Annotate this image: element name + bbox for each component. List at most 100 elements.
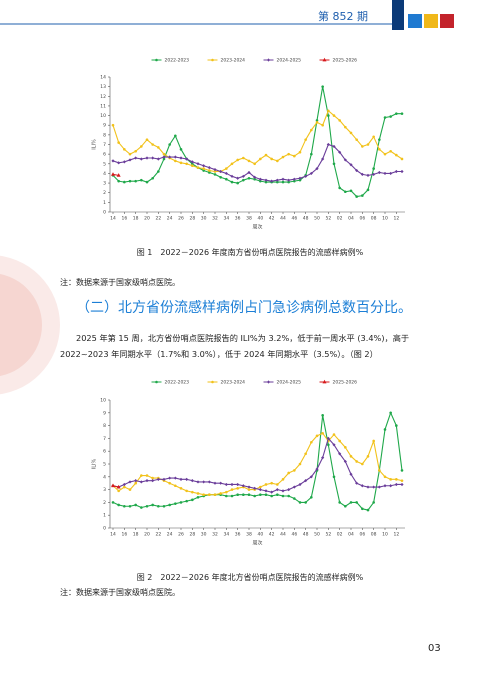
virus-decoration: [0, 273, 42, 377]
x-tick-label: 26: [178, 532, 184, 538]
data-point: [372, 172, 376, 176]
data-point: [326, 142, 330, 147]
legend-label: 2024-2025: [277, 58, 302, 64]
data-point: [207, 166, 211, 170]
x-tick-label: 14: [110, 216, 116, 222]
data-point: [117, 179, 120, 183]
data-point: [179, 156, 183, 160]
data-point: [123, 485, 126, 489]
data-point: [253, 177, 256, 181]
data-point: [315, 434, 319, 438]
x-tick-label: 12: [393, 216, 399, 222]
data-point: [128, 480, 132, 484]
data-point: [236, 487, 239, 490]
data-point: [162, 504, 166, 508]
data-point: [287, 471, 290, 475]
data-point: [400, 169, 404, 174]
header-square: [408, 14, 422, 28]
y-tick-label: 6: [103, 152, 106, 158]
data-point: [304, 138, 307, 141]
data-point: [321, 414, 324, 417]
data-point: [185, 499, 188, 503]
data-point: [151, 503, 154, 507]
data-point: [332, 114, 336, 117]
data-point: [225, 177, 228, 181]
x-tick-label: 06: [359, 216, 365, 222]
data-point: [327, 109, 330, 113]
data-point: [111, 483, 115, 488]
data-point: [258, 177, 262, 181]
data-point: [366, 455, 370, 458]
data-point: [242, 178, 245, 182]
data-point: [327, 443, 330, 447]
data-point: [247, 488, 251, 491]
data-point: [151, 479, 155, 483]
data-point: [383, 152, 387, 156]
data-point: [366, 143, 370, 146]
data-point: [111, 501, 115, 504]
data-point: [196, 492, 200, 495]
data-point: [225, 167, 228, 170]
data-point: [293, 497, 296, 500]
data-point: [293, 469, 296, 472]
data-point: [344, 190, 347, 194]
data-point: [264, 489, 268, 493]
data-point: [310, 440, 313, 444]
data-point: [270, 481, 273, 485]
data-point: [304, 452, 307, 456]
x-tick-label: 40: [257, 532, 263, 538]
data-point: [281, 489, 285, 493]
x-tick-label: 46: [291, 216, 297, 222]
data-point: [128, 158, 132, 162]
data-point: [378, 138, 381, 141]
data-point: [139, 157, 143, 161]
data-point: [298, 462, 302, 466]
x-tick-label: 38: [246, 216, 252, 222]
data-point: [389, 171, 393, 176]
data-point: [224, 482, 228, 487]
y-tick-label: 10: [100, 113, 106, 119]
x-tick-label: 26: [178, 216, 184, 222]
data-point: [372, 439, 375, 443]
note: 注：数据来源于国家级哨点医院。: [60, 278, 180, 287]
header-block: [392, 0, 404, 30]
data-point: [378, 469, 381, 472]
data-point: [304, 501, 307, 504]
x-tick-label: 30: [201, 532, 207, 538]
data-point: [173, 476, 177, 480]
header-square: [440, 14, 454, 28]
data-point: [236, 482, 240, 487]
data-point: [275, 488, 279, 492]
data-point: [207, 480, 211, 484]
data-point: [389, 115, 392, 118]
issue-number: 第 852 期: [318, 10, 368, 23]
x-tick-label: 18: [133, 216, 139, 222]
x-tick-label: 30: [201, 216, 207, 222]
y-tick-label: 14: [100, 75, 106, 81]
data-point: [400, 112, 404, 115]
data-point: [400, 482, 404, 487]
data-point: [230, 482, 234, 487]
data-point: [123, 504, 126, 508]
y-axis-label: ILI%: [92, 139, 98, 150]
y-tick-label: 0: [103, 526, 106, 532]
data-point: [123, 180, 126, 184]
data-point: [213, 167, 217, 172]
data-point: [332, 443, 336, 447]
x-tick-label: 02: [337, 532, 343, 538]
data-point: [310, 495, 313, 499]
data-point: [298, 178, 302, 182]
x-tick-label: 44: [280, 532, 286, 538]
data-point: [168, 481, 171, 485]
data-point: [247, 493, 251, 497]
data-point: [349, 455, 353, 458]
data-point: [208, 169, 211, 172]
data-point: [355, 460, 358, 463]
data-point: [395, 153, 398, 157]
series-line: [112, 143, 402, 182]
legend-marker: [211, 380, 214, 384]
y-tick-label: 5: [103, 462, 106, 468]
data-point: [372, 485, 376, 489]
data-point: [145, 479, 149, 483]
